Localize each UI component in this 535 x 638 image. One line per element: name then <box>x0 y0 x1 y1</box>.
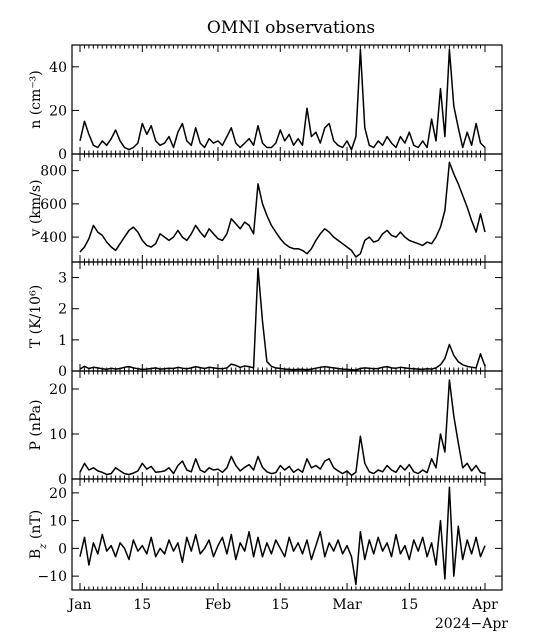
panel-frame <box>71 370 503 480</box>
y-axis-label: P (nPa) <box>28 400 44 451</box>
y-tick-label: 10 <box>49 514 67 530</box>
chart-title: OMNI observations <box>207 18 375 38</box>
x-tick-label: 15 <box>400 597 418 613</box>
y-axis-label: n (cm⁻³) <box>28 70 44 129</box>
panel-frame <box>71 261 503 372</box>
series-line-2 <box>79 267 486 371</box>
panel-3: 0 10 20 P (nPa) <box>28 370 503 488</box>
x-tick-label: Jan <box>67 597 92 613</box>
y-tick-label: 600 <box>40 197 67 213</box>
panel-frame <box>71 478 503 591</box>
y-tick-label: 0 <box>58 472 67 488</box>
x-tick-label: Feb <box>205 597 231 613</box>
y-tick-label: 10 <box>49 427 67 443</box>
x-tick-label: Mar <box>332 597 362 613</box>
y-tick-label: 20 <box>49 103 67 119</box>
y-tick-label: 1 <box>58 333 67 349</box>
y-tick-label: 0 <box>58 364 67 380</box>
y-tick-label: 2 <box>58 302 67 318</box>
y-axis-label: Bz (nT) <box>28 510 49 559</box>
x-axis: Jan 15 Feb 15 Mar 15 Apr <box>67 597 499 613</box>
x-tick-label: 15 <box>271 597 289 613</box>
series-line-1 <box>79 161 486 258</box>
x-tick-label: 15 <box>133 597 151 613</box>
y-tick-label: 20 <box>49 486 67 502</box>
x-tick-label: Apr <box>471 597 498 613</box>
y-tick-label: 400 <box>40 230 67 246</box>
panel-2: 0 1 2 3 T (K/10⁶) <box>28 261 503 380</box>
y-tick-label: 3 <box>58 271 67 287</box>
series-line-0 <box>79 48 486 151</box>
y-tick-label: 0 <box>58 147 67 163</box>
series-line-4 <box>79 486 486 586</box>
x-offset-label: 2024−Apr <box>435 616 508 632</box>
y-tick-label: −10 <box>37 569 67 585</box>
y-axis-label: T (K/10⁶) <box>28 285 44 348</box>
y-axis-label: v (km/s) <box>28 180 44 238</box>
y-tick-label: 20 <box>49 382 67 398</box>
y-tick-label: 800 <box>40 164 67 180</box>
panel-0: 0 20 40 n (cm⁻³) <box>28 44 503 163</box>
y-tick-label: 40 <box>49 60 67 76</box>
y-tick-label: 0 <box>58 541 67 557</box>
series-line-3 <box>79 379 486 477</box>
